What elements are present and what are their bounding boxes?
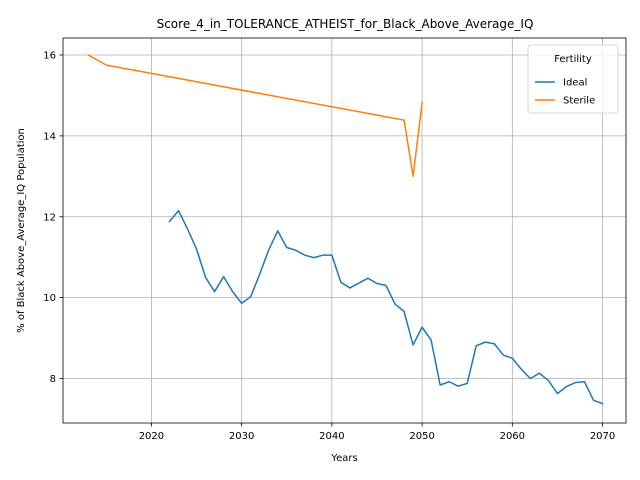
chart-title: Score_4_in_TOLERANCE_ATHEIST_for_Black_A… [157,17,534,31]
x-tick-label: 2040 [319,431,344,442]
y-tick-label: 14 [43,131,56,142]
x-axis-label: Years [330,453,357,464]
y-tick-label: 8 [50,374,56,385]
legend-label-ideal: Ideal [563,78,587,89]
legend-title: Fertility [554,54,592,65]
x-tick-label: 2020 [139,431,164,442]
x-tick-label: 2070 [590,431,615,442]
y-tick-label: 10 [43,293,56,304]
y-axis-label: % of Black Above_Average_IQ Population [16,128,27,333]
y-tick-label: 12 [43,212,56,223]
legend-label-sterile: Sterile [563,96,595,107]
y-tick-label: 16 [43,50,56,61]
x-tick-label: 2030 [229,431,254,442]
x-tick-label: 2050 [409,431,434,442]
x-tick-label: 2060 [500,431,525,442]
legend: Fertility Ideal Sterile [528,45,618,113]
